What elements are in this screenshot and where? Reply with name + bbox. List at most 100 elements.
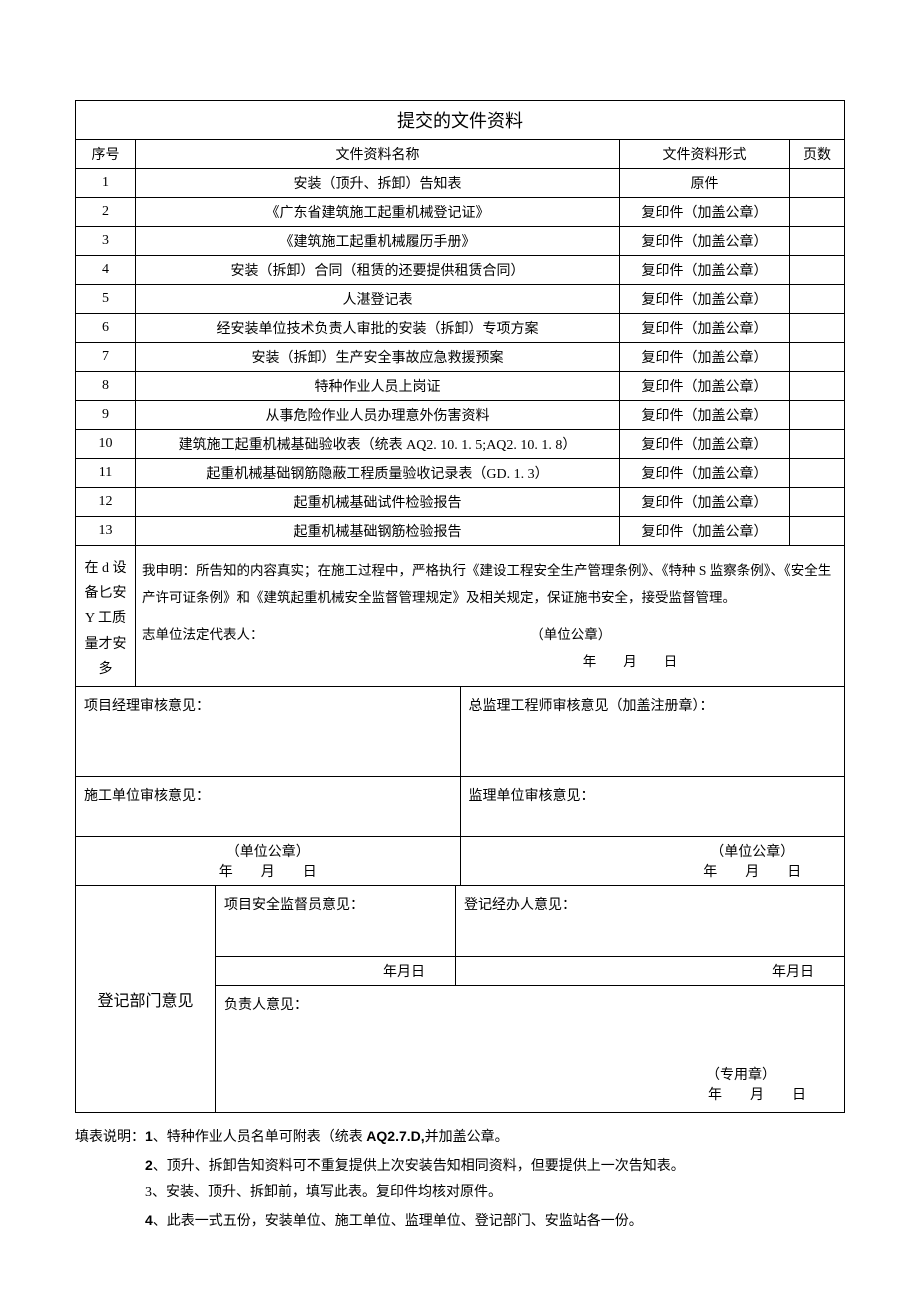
row-pages bbox=[790, 227, 845, 256]
note-1: 填表说明：1、特种作业人员名单可附表（统表 AQ2.7.D,并加盖公章。 bbox=[75, 1123, 845, 1152]
supervise-stamp: （单位公章） bbox=[465, 841, 841, 861]
review-table: 项目经理审核意见： 总监理工程师审核意见（加盖注册章）： 施工单位审核意见： 监… bbox=[75, 687, 845, 887]
row-form: 复印件（加盖公章） bbox=[620, 459, 790, 488]
registrar-date: 年月日 bbox=[456, 956, 845, 985]
row-seq: 12 bbox=[76, 488, 136, 517]
row-form: 复印件（加盖公章） bbox=[620, 430, 790, 459]
special-stamp: （专用章） bbox=[224, 1064, 836, 1084]
row-seq: 2 bbox=[76, 198, 136, 227]
table-title: 提交的文件资料 bbox=[76, 101, 845, 140]
note-2: 2、顶升、拆卸告知资料可不重复提供上次安装告知相同资料，但要提供上一次告知表。 bbox=[75, 1152, 845, 1181]
row-name: 起重机械基础试件检验报告 bbox=[136, 488, 620, 517]
chief-review: 总监理工程师审核意见（加盖注册章）： bbox=[460, 687, 845, 777]
row-pages bbox=[790, 285, 845, 314]
row-form: 复印件（加盖公章） bbox=[620, 256, 790, 285]
registrar-opinion: 登记经办人意见： bbox=[456, 886, 845, 956]
row-name: 建筑施工起重机械基础验收表（统表 AQ2. 10. 1. 5;AQ2. 10. … bbox=[136, 430, 620, 459]
row-form: 复印件（加盖公章） bbox=[620, 227, 790, 256]
row-pages bbox=[790, 517, 845, 546]
row-seq: 11 bbox=[76, 459, 136, 488]
row-pages bbox=[790, 198, 845, 227]
construct-review-label: 施工单位审核意见： bbox=[84, 785, 452, 805]
row-seq: 1 bbox=[76, 169, 136, 198]
n2b: 、顶升、拆卸告知资料可不重复提供上次安装告知相同资料，但要提供上一次告知表。 bbox=[153, 1159, 685, 1174]
supervise-date: 年 月 日 bbox=[465, 861, 841, 881]
supervise-review-label: 监理单位审核意见： bbox=[469, 785, 837, 805]
n1a: 1 bbox=[145, 1128, 153, 1144]
row-seq: 13 bbox=[76, 517, 136, 546]
header-pages: 页数 bbox=[790, 140, 845, 169]
row-pages bbox=[790, 314, 845, 343]
row-form: 复印件（加盖公章） bbox=[620, 517, 790, 546]
safety-date: 年月日 bbox=[216, 956, 456, 985]
row-name: 安装（拆卸）合同（租赁的还要提供租赁合同） bbox=[136, 256, 620, 285]
row-pages bbox=[790, 256, 845, 285]
row-form: 原件 bbox=[620, 169, 790, 198]
n4b: 、此表一式五份，安装单位、施工单位、监理单位、登记部门、安监站各一份。 bbox=[153, 1214, 643, 1229]
construct-review: 施工单位审核意见： bbox=[76, 777, 461, 837]
safety-opinion: 项目安全监督员意见： bbox=[216, 886, 456, 956]
declare-body-cell: 我申明：所告知的内容真实；在施工过程中，严格执行《建设工程安全生产管理条例》、《… bbox=[136, 546, 845, 687]
declare-rep-label: 志单位法定代表人： bbox=[142, 627, 264, 642]
construct-stamp-cell: （单位公章） 年 月 日 bbox=[76, 837, 461, 886]
row-seq: 6 bbox=[76, 314, 136, 343]
row-seq: 9 bbox=[76, 401, 136, 430]
dept-table: 登记部门意见 项目安全监督员意见： 登记经办人意见： 年月日 年月日 负责人意见… bbox=[75, 886, 845, 1113]
row-name: 起重机械基础钢筋检验报告 bbox=[136, 517, 620, 546]
row-name: 《建筑施工起重机械履历手册》 bbox=[136, 227, 620, 256]
row-form: 复印件（加盖公章） bbox=[620, 401, 790, 430]
n1c: AQ2.7.D, bbox=[366, 1128, 424, 1144]
declare-date: 年 月 日 bbox=[142, 648, 838, 675]
n4a: 4 bbox=[145, 1212, 153, 1228]
registrar-opinion-label: 登记经办人意见： bbox=[464, 894, 836, 914]
construct-date: 年 月 日 bbox=[80, 861, 456, 881]
row-pages bbox=[790, 430, 845, 459]
row-form: 复印件（加盖公章） bbox=[620, 198, 790, 227]
row-pages bbox=[790, 372, 845, 401]
declare-stamp: （单位公章） bbox=[530, 627, 611, 642]
row-form: 复印件（加盖公章） bbox=[620, 285, 790, 314]
row-form: 复印件（加盖公章） bbox=[620, 314, 790, 343]
row-seq: 4 bbox=[76, 256, 136, 285]
dept-label: 登记部门意见 bbox=[76, 886, 216, 1112]
row-name: 《广东省建筑施工起重机械登记证》 bbox=[136, 198, 620, 227]
note-4: 4、此表一式五份，安装单位、施工单位、监理单位、登记部门、安监站各一份。 bbox=[75, 1207, 845, 1236]
row-pages bbox=[790, 459, 845, 488]
declare-left-label: 在 d 设备匕安 Y 工质量才安多 bbox=[76, 546, 136, 687]
notes-lead: 填表说明： bbox=[75, 1130, 145, 1145]
supervise-review: 监理单位审核意见： bbox=[460, 777, 845, 837]
n1d: 并加盖公章。 bbox=[425, 1130, 509, 1145]
header-form: 文件资料形式 bbox=[620, 140, 790, 169]
notes-block: 填表说明：1、特种作业人员名单可附表（统表 AQ2.7.D,并加盖公章。 2、顶… bbox=[75, 1123, 845, 1235]
n1b: 、特种作业人员名单可附表（统表 bbox=[153, 1130, 367, 1145]
row-seq: 8 bbox=[76, 372, 136, 401]
row-pages bbox=[790, 169, 845, 198]
row-form: 复印件（加盖公章） bbox=[620, 488, 790, 517]
row-name: 经安装单位技术负责人审批的安装（拆卸）专项方案 bbox=[136, 314, 620, 343]
row-form: 复印件（加盖公章） bbox=[620, 372, 790, 401]
declare-text: 我申明：所告知的内容真实；在施工过程中，严格执行《建设工程安全生产管理条例》、《… bbox=[142, 557, 838, 611]
note-3: 3、安装、顶升、拆卸前，填写此表。复印件均核对原件。 bbox=[75, 1180, 845, 1207]
leader-opinion: 负责人意见： （专用章） 年 月 日 bbox=[216, 985, 845, 1112]
row-name: 从事危险作业人员办理意外伤害资料 bbox=[136, 401, 620, 430]
row-seq: 5 bbox=[76, 285, 136, 314]
row-seq: 7 bbox=[76, 343, 136, 372]
row-name: 人湛登记表 bbox=[136, 285, 620, 314]
header-seq: 序号 bbox=[76, 140, 136, 169]
n2a: 2 bbox=[145, 1157, 153, 1173]
construct-stamp: （单位公章） bbox=[80, 841, 456, 861]
row-pages bbox=[790, 343, 845, 372]
row-name: 安装（拆卸）生产安全事故应急救援预案 bbox=[136, 343, 620, 372]
row-pages bbox=[790, 401, 845, 430]
row-seq: 3 bbox=[76, 227, 136, 256]
row-pages bbox=[790, 488, 845, 517]
document-table: 提交的文件资料 序号 文件资料名称 文件资料形式 页数 1安装（顶升、拆卸）告知… bbox=[75, 100, 845, 687]
leader-date: 年 月 日 bbox=[224, 1084, 836, 1104]
header-name: 文件资料名称 bbox=[136, 140, 620, 169]
safety-opinion-label: 项目安全监督员意见： bbox=[224, 894, 447, 914]
row-seq: 10 bbox=[76, 430, 136, 459]
supervise-stamp-cell: （单位公章） 年 月 日 bbox=[460, 837, 845, 886]
pm-review: 项目经理审核意见： bbox=[76, 687, 461, 777]
row-name: 起重机械基础钢筋隐蔽工程质量验收记录表（GD. 1. 3） bbox=[136, 459, 620, 488]
leader-opinion-label: 负责人意见： bbox=[224, 994, 836, 1014]
